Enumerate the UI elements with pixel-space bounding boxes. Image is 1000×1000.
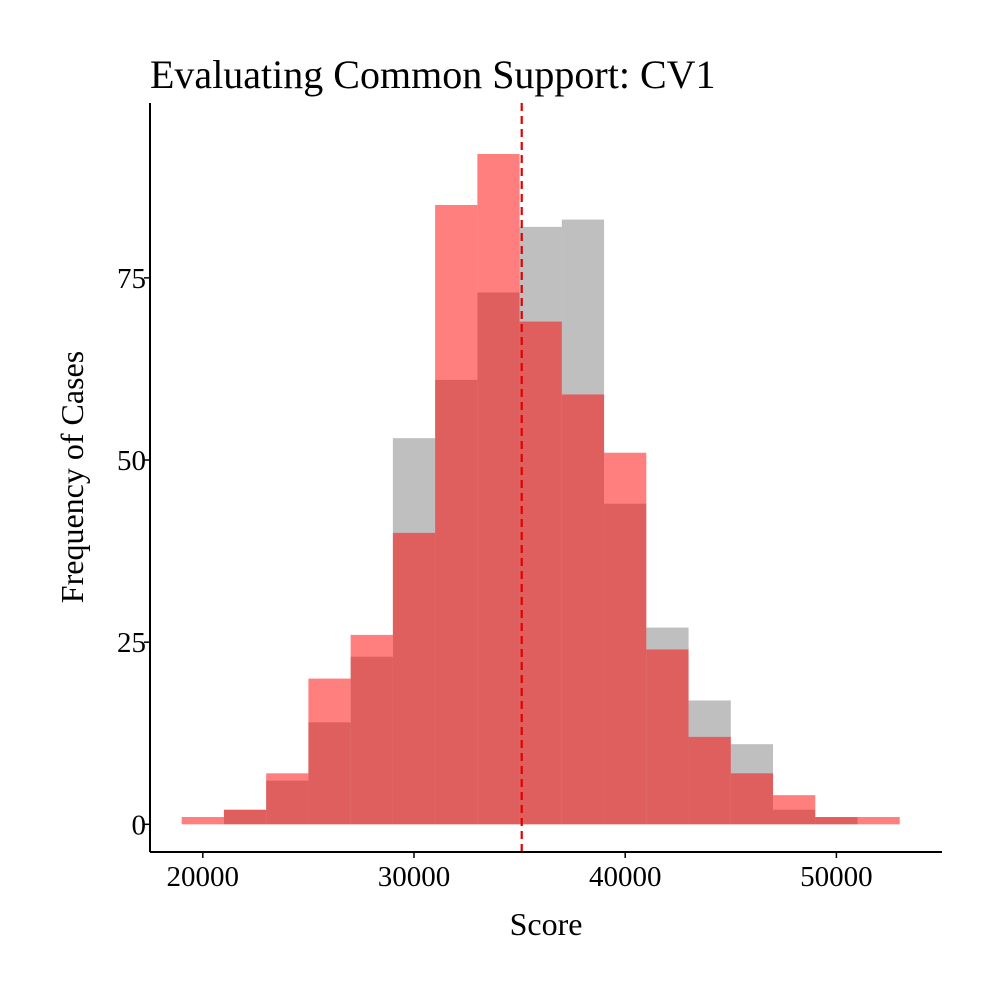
bar-group-red-1: [223, 809, 267, 825]
bar-group-red-8: [519, 321, 562, 825]
histogram-bars: [181, 154, 900, 825]
x-tick-label: 50000: [800, 861, 873, 893]
y-ticks: 0 25 50 75: [117, 263, 150, 841]
x-axis-title: Score: [510, 906, 583, 942]
bar-group-red-6: [435, 205, 478, 825]
bar-group-red-9: [561, 394, 605, 825]
axes: [149, 103, 942, 853]
bar-group-red-13: [730, 773, 774, 825]
y-tick-label: 50: [117, 445, 146, 477]
bar-group-red-15: [815, 817, 858, 825]
x-tick-label: 40000: [589, 861, 662, 893]
bar-group-red-5: [392, 532, 436, 825]
bar-group-red-11: [646, 649, 689, 825]
x-tick-label: 20000: [167, 861, 240, 893]
series-group-red: [181, 154, 900, 825]
y-tick-label: 25: [117, 627, 146, 659]
y-tick-label: 75: [117, 263, 146, 295]
x-tick-label: 30000: [378, 861, 451, 893]
bar-group-red-7: [477, 154, 520, 825]
bar-group-red-16: [857, 817, 900, 825]
bar-group-red-0: [181, 817, 224, 825]
bar-group-red-14: [773, 795, 816, 825]
y-tick-label: 0: [132, 809, 147, 841]
y-axis-title: Frequency of Cases: [54, 351, 90, 603]
bar-group-red-12: [688, 736, 731, 825]
bar-group-red-2: [266, 773, 309, 825]
bar-group-red-4: [350, 634, 393, 825]
bar-group-red-10: [604, 452, 647, 825]
bar-group-red-3: [308, 678, 351, 825]
x-ticks: 20000 30000 40000 50000: [167, 852, 873, 893]
chart-title: Evaluating Common Support: CV1: [150, 52, 716, 97]
